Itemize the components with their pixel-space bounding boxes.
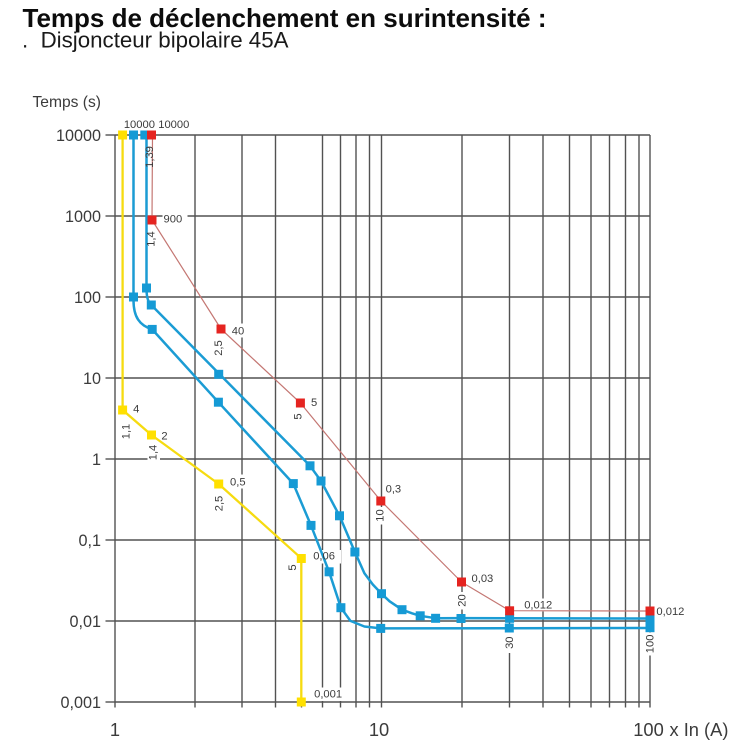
svg-text:30: 30 [504, 636, 516, 648]
svg-text:10: 10 [369, 719, 389, 740]
svg-text:5: 5 [293, 413, 305, 419]
svg-text:0,001: 0,001 [314, 688, 342, 700]
svg-text:10000: 10000 [158, 119, 189, 131]
svg-text:1,4: 1,4 [146, 231, 158, 247]
svg-text:100: 100 [633, 719, 664, 740]
svg-text:100: 100 [74, 289, 101, 307]
svg-text:4: 4 [133, 404, 139, 416]
svg-text:900: 900 [164, 214, 183, 226]
svg-text:. Disjoncteur bipolaire 45A: . Disjoncteur bipolaire 45A [22, 28, 289, 53]
svg-text:x In (A): x In (A) [670, 719, 729, 740]
svg-text:0,012: 0,012 [524, 600, 552, 612]
svg-text:0,06: 0,06 [313, 551, 335, 563]
svg-text:2,5: 2,5 [213, 340, 225, 356]
svg-text:1: 1 [110, 719, 120, 740]
svg-text:Temps de déclenchement en suri: Temps de déclenchement en surintensité : [23, 3, 547, 33]
svg-text:10: 10 [375, 509, 387, 521]
svg-text:0,3: 0,3 [386, 484, 402, 496]
svg-text:0,001: 0,001 [60, 694, 101, 712]
svg-text:10: 10 [83, 370, 101, 388]
svg-text:1000: 1000 [65, 208, 101, 226]
svg-text:0,012: 0,012 [656, 606, 684, 618]
svg-text:1,1: 1,1 [120, 424, 132, 440]
svg-text:100: 100 [645, 635, 657, 654]
svg-text:5: 5 [287, 564, 299, 570]
svg-text:40: 40 [232, 326, 244, 338]
svg-text:10000: 10000 [56, 127, 101, 145]
svg-text:10000: 10000 [124, 119, 155, 131]
svg-text:20: 20 [457, 594, 469, 606]
svg-text:1,4: 1,4 [148, 445, 160, 461]
svg-text:1,39: 1,39 [144, 146, 156, 168]
svg-text:2,5: 2,5 [213, 496, 225, 512]
svg-text:2: 2 [161, 431, 167, 443]
svg-text:0,03: 0,03 [472, 573, 494, 585]
svg-text:0,5: 0,5 [230, 477, 246, 489]
svg-text:0,01: 0,01 [69, 613, 101, 631]
svg-text:Temps (s): Temps (s) [33, 94, 101, 111]
svg-text:1: 1 [92, 451, 101, 469]
svg-text:0,1: 0,1 [78, 532, 101, 550]
svg-text:5: 5 [311, 397, 317, 409]
